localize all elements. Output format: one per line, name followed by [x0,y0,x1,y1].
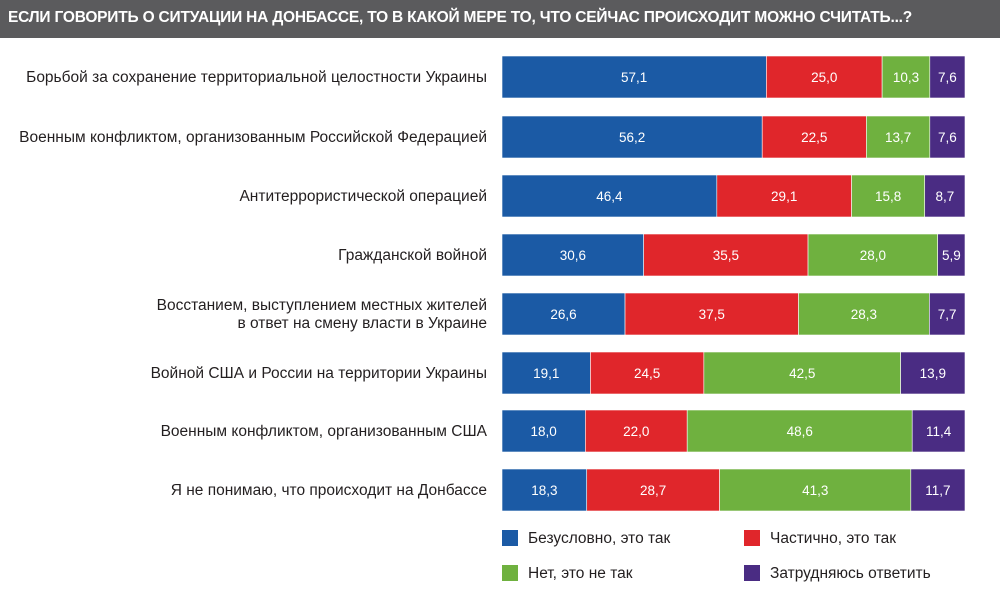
bar-segment [911,409,966,453]
chart-title-bar: ЕСЛИ ГОВОРИТЬ О СИТУАЦИИ НА ДОНБАССЕ, ТО… [0,0,1000,38]
bar-segment [798,292,930,336]
bar-segment [590,351,705,395]
bar-segment [686,409,913,453]
bar-segment [585,409,688,453]
data-label: 13,7 [885,130,911,145]
category-label: Восстанием, выступлением местных жителей [157,297,487,314]
bar-segment [929,292,966,336]
category-label: Борьбой за сохранение территориальной це… [26,69,487,86]
bar-segment [910,468,966,512]
data-label: 37,5 [699,307,725,322]
data-label: 22,5 [801,130,827,145]
data-label: 48,6 [787,424,813,439]
data-label: 11,4 [926,424,952,439]
bar-segment [937,233,966,277]
data-label: 42,5 [789,366,815,381]
data-label: 7,6 [938,70,957,85]
data-label: 10,3 [893,70,919,85]
data-label: 46,4 [596,189,623,204]
chart-title: ЕСЛИ ГОВОРИТЬ О СИТУАЦИИ НА ДОНБАССЕ, ТО… [8,9,913,26]
category-label: Военным конфликтом, организованным Росси… [19,129,487,146]
category-label: Войной США и России на территории Украин… [151,365,487,382]
data-label: 7,7 [938,307,957,322]
data-label: 7,6 [938,130,957,145]
bar-segment [501,409,586,453]
bar-segment [924,174,966,218]
bar-segment [761,115,867,159]
data-label: 35,5 [713,248,739,263]
data-label: 18,0 [531,424,557,439]
bar-segment [501,115,763,159]
data-label: 18,3 [531,483,557,498]
data-label: 57,1 [621,70,647,85]
bar-segment [501,55,767,99]
data-label: 13,9 [920,366,946,381]
bar-segment [851,174,926,218]
bar-segment [703,351,901,395]
data-label: 28,0 [860,248,886,263]
category-label: Гражданской войной [338,247,487,264]
data-label: 22,0 [623,424,649,439]
data-label: 28,7 [640,483,666,498]
bar-segment [501,174,718,218]
data-label: 19,1 [533,366,559,381]
legend-swatch [744,530,760,546]
legend-label: Затрудняюсь ответить [770,565,931,582]
data-label: 25,0 [811,70,837,85]
data-label: 29,1 [771,189,797,204]
data-label: 56,2 [619,130,645,145]
bar-segment [929,55,966,99]
bar-segment [624,292,799,336]
data-label: 8,7 [935,189,954,204]
bar-segment [716,174,852,218]
category-label: Антитеррористической операцией [239,188,487,205]
bar-segment [900,351,966,395]
bar-segment [807,233,938,277]
data-label: 24,5 [634,366,660,381]
bar-segment [501,292,626,336]
data-label: 26,6 [550,307,576,322]
data-label: 5,9 [942,248,961,263]
bar-segment [881,55,931,99]
data-label: 15,8 [875,189,901,204]
legend-label: Частично, это так [770,530,896,547]
bar-segment [866,115,931,159]
legend-swatch [744,565,760,581]
legend-label: Безусловно, это так [528,530,671,547]
legend-label: Нет, это не так [528,565,633,582]
bar-segment [501,468,588,512]
data-label: 30,6 [560,248,586,263]
legend-swatch [502,530,518,546]
bar-segment [643,233,809,277]
bar-segment [719,468,912,512]
legend-swatch [502,565,518,581]
category-label: в ответ на смену власти в Украине [237,315,487,332]
data-label: 28,3 [851,307,877,322]
category-label: Я не понимаю, что происходит на Донбассе [171,482,487,499]
category-label: Военным конфликтом, организованным США [161,423,488,440]
data-label: 41,3 [802,483,828,498]
data-label: 11,7 [925,483,950,498]
bar-segment [929,115,966,159]
